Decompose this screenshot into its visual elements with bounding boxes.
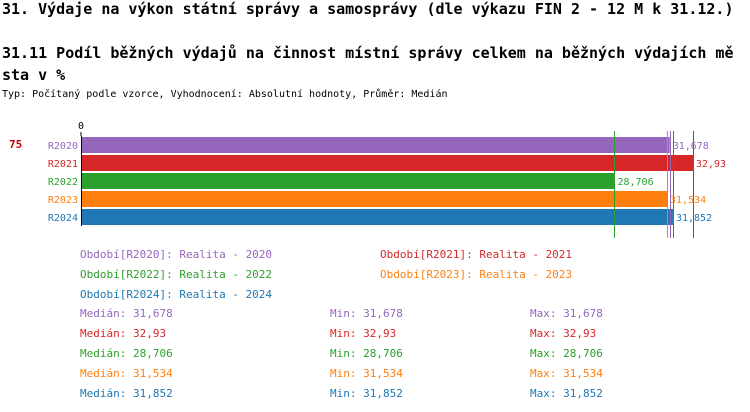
value-label-R2022: 28,706 [617, 177, 653, 188]
type-description: Typ: Počítaný podle vzorce, Vyhodnocení:… [2, 89, 448, 100]
value-label-R2024: 31,852 [676, 213, 712, 224]
bar-R2022 [81, 173, 615, 189]
stat-max: Max: 32,93 [530, 327, 597, 340]
legend-item: Období[R2021]: Realita - 2021 [380, 248, 573, 261]
legend-item: Období[R2023]: Realita - 2023 [380, 268, 573, 281]
stat-median: Medián: 32,93 [80, 327, 167, 340]
category-label-R2024: R2024 [48, 213, 78, 224]
value-label-R2020: 31,678 [673, 141, 709, 152]
legend-item: Období[R2024]: Realita - 2024 [80, 288, 273, 301]
stat-min: Min: 32,93 [330, 327, 397, 340]
x-tick-label: 0 [78, 121, 84, 132]
stat-max: Max: 28,706 [530, 347, 603, 360]
stat-max: Max: 31,534 [530, 367, 603, 380]
category-label-R2020: R2020 [48, 141, 78, 152]
value-label-R2023: 31,534 [670, 195, 706, 206]
bar-R2024 [81, 209, 673, 225]
stat-median: Medián: 31,852 [80, 387, 173, 400]
stat-max: Max: 31,852 [530, 387, 603, 400]
value-label-R2021: 32,93 [696, 159, 726, 170]
category-label-R2021: R2021 [48, 159, 78, 170]
category-label-R2022: R2022 [48, 177, 78, 188]
category-label-R2023: R2023 [48, 195, 78, 206]
chart-subtitle: 31.11 Podíl běžných výdajů na činnost mí… [2, 44, 734, 84]
page-title: 31. Výdaje na výkon státní správy a samo… [2, 0, 734, 18]
stat-min: Min: 31,534 [330, 367, 403, 380]
stat-median: Medián: 28,706 [80, 347, 173, 360]
bar-R2021 [81, 155, 693, 171]
stat-median: Medián: 31,534 [80, 367, 173, 380]
legend-item: Období[R2020]: Realita - 2020 [80, 248, 273, 261]
stat-min: Min: 28,706 [330, 347, 403, 360]
bar-R2023 [81, 191, 668, 207]
stat-min: Min: 31,678 [330, 307, 403, 320]
stat-max: Max: 31,678 [530, 307, 603, 320]
stat-median: Medián: 31,678 [80, 307, 173, 320]
legend-item: Období[R2022]: Realita - 2022 [80, 268, 273, 281]
bar-R2020 [81, 137, 670, 153]
stat-min: Min: 31,852 [330, 387, 403, 400]
side-label: 75 [9, 138, 23, 151]
